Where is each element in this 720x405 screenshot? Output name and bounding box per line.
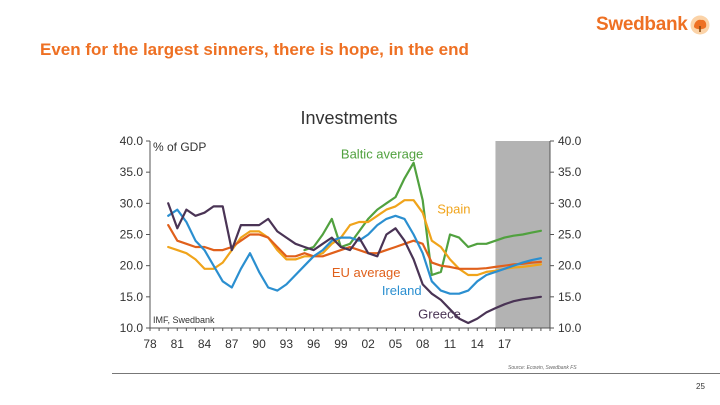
x-tick-label: 99 [334, 337, 348, 351]
series-label-greece: Greece [418, 307, 461, 322]
series-line-greece [167, 202, 543, 325]
x-tick-label: 93 [280, 337, 294, 351]
y-tick-label-left: 30.0 [120, 196, 144, 210]
source-note: Source: Ecowin, Swedbank FS [508, 365, 577, 371]
chart-series-labels: Baltic average Spain EU average Ireland Gree… [332, 146, 471, 321]
y-tick-label-left: 35.0 [120, 165, 144, 179]
x-tick-label: 78 [143, 337, 157, 351]
x-tick-label: 81 [171, 337, 185, 351]
oak-tree-icon [690, 15, 710, 35]
page-number: 25 [696, 382, 705, 391]
chart-tick-labels: 10.0 10.0 15.0 15.0 20.0 20.0 25.0 25.0 30.0 30.0… [120, 134, 582, 351]
y-tick-label-right: 10.0 [558, 321, 582, 335]
chart-series [167, 161, 543, 325]
x-tick-label: 90 [252, 337, 266, 351]
y-tick-label-left: 20.0 [120, 259, 144, 273]
swedbank-logo: Swedbank [596, 10, 710, 40]
y-tick-label-right: 20.0 [558, 259, 582, 273]
series-line-ireland [167, 208, 543, 295]
chart-unit-label: % of GDP [153, 140, 206, 154]
series-label-ireland: Ireland [382, 283, 422, 298]
y-tick-label-left: 15.0 [120, 290, 144, 304]
slide-title: Even for the largest sinners, there is h… [40, 40, 469, 59]
y-tick-label-right: 35.0 [558, 165, 582, 179]
series-line-baltic-average [303, 161, 543, 277]
x-tick-label: 08 [416, 337, 430, 351]
chart-source-label: IMF, Swedbank [153, 315, 215, 325]
y-tick-label-left: 40.0 [120, 134, 144, 148]
y-tick-label-left: 10.0 [120, 321, 144, 335]
y-tick-label-right: 30.0 [558, 196, 582, 210]
y-tick-label-right: 15.0 [558, 290, 582, 304]
series-label-eu-average: EU average [332, 265, 401, 280]
chart-axes [146, 140, 554, 331]
x-tick-label: 11 [444, 337, 457, 351]
y-tick-label-right: 25.0 [558, 228, 582, 242]
x-tick-label: 84 [198, 337, 212, 351]
chart-title: Investments [300, 108, 397, 128]
series-line-spain [167, 199, 543, 277]
x-tick-label: 02 [362, 337, 376, 351]
series-label-baltic-average: Baltic average [341, 146, 423, 161]
y-tick-label-right: 40.0 [558, 134, 582, 148]
x-tick-label: 14 [471, 337, 485, 351]
y-tick-label-left: 25.0 [120, 228, 144, 242]
x-tick-label: 96 [307, 337, 321, 351]
logo-wordmark: Swedbank [596, 14, 688, 35]
series-label-spain: Spain [437, 201, 470, 216]
footer-divider [112, 373, 720, 374]
x-tick-label: 05 [389, 337, 403, 351]
x-tick-label: 87 [225, 337, 239, 351]
x-tick-label: 17 [498, 337, 512, 351]
